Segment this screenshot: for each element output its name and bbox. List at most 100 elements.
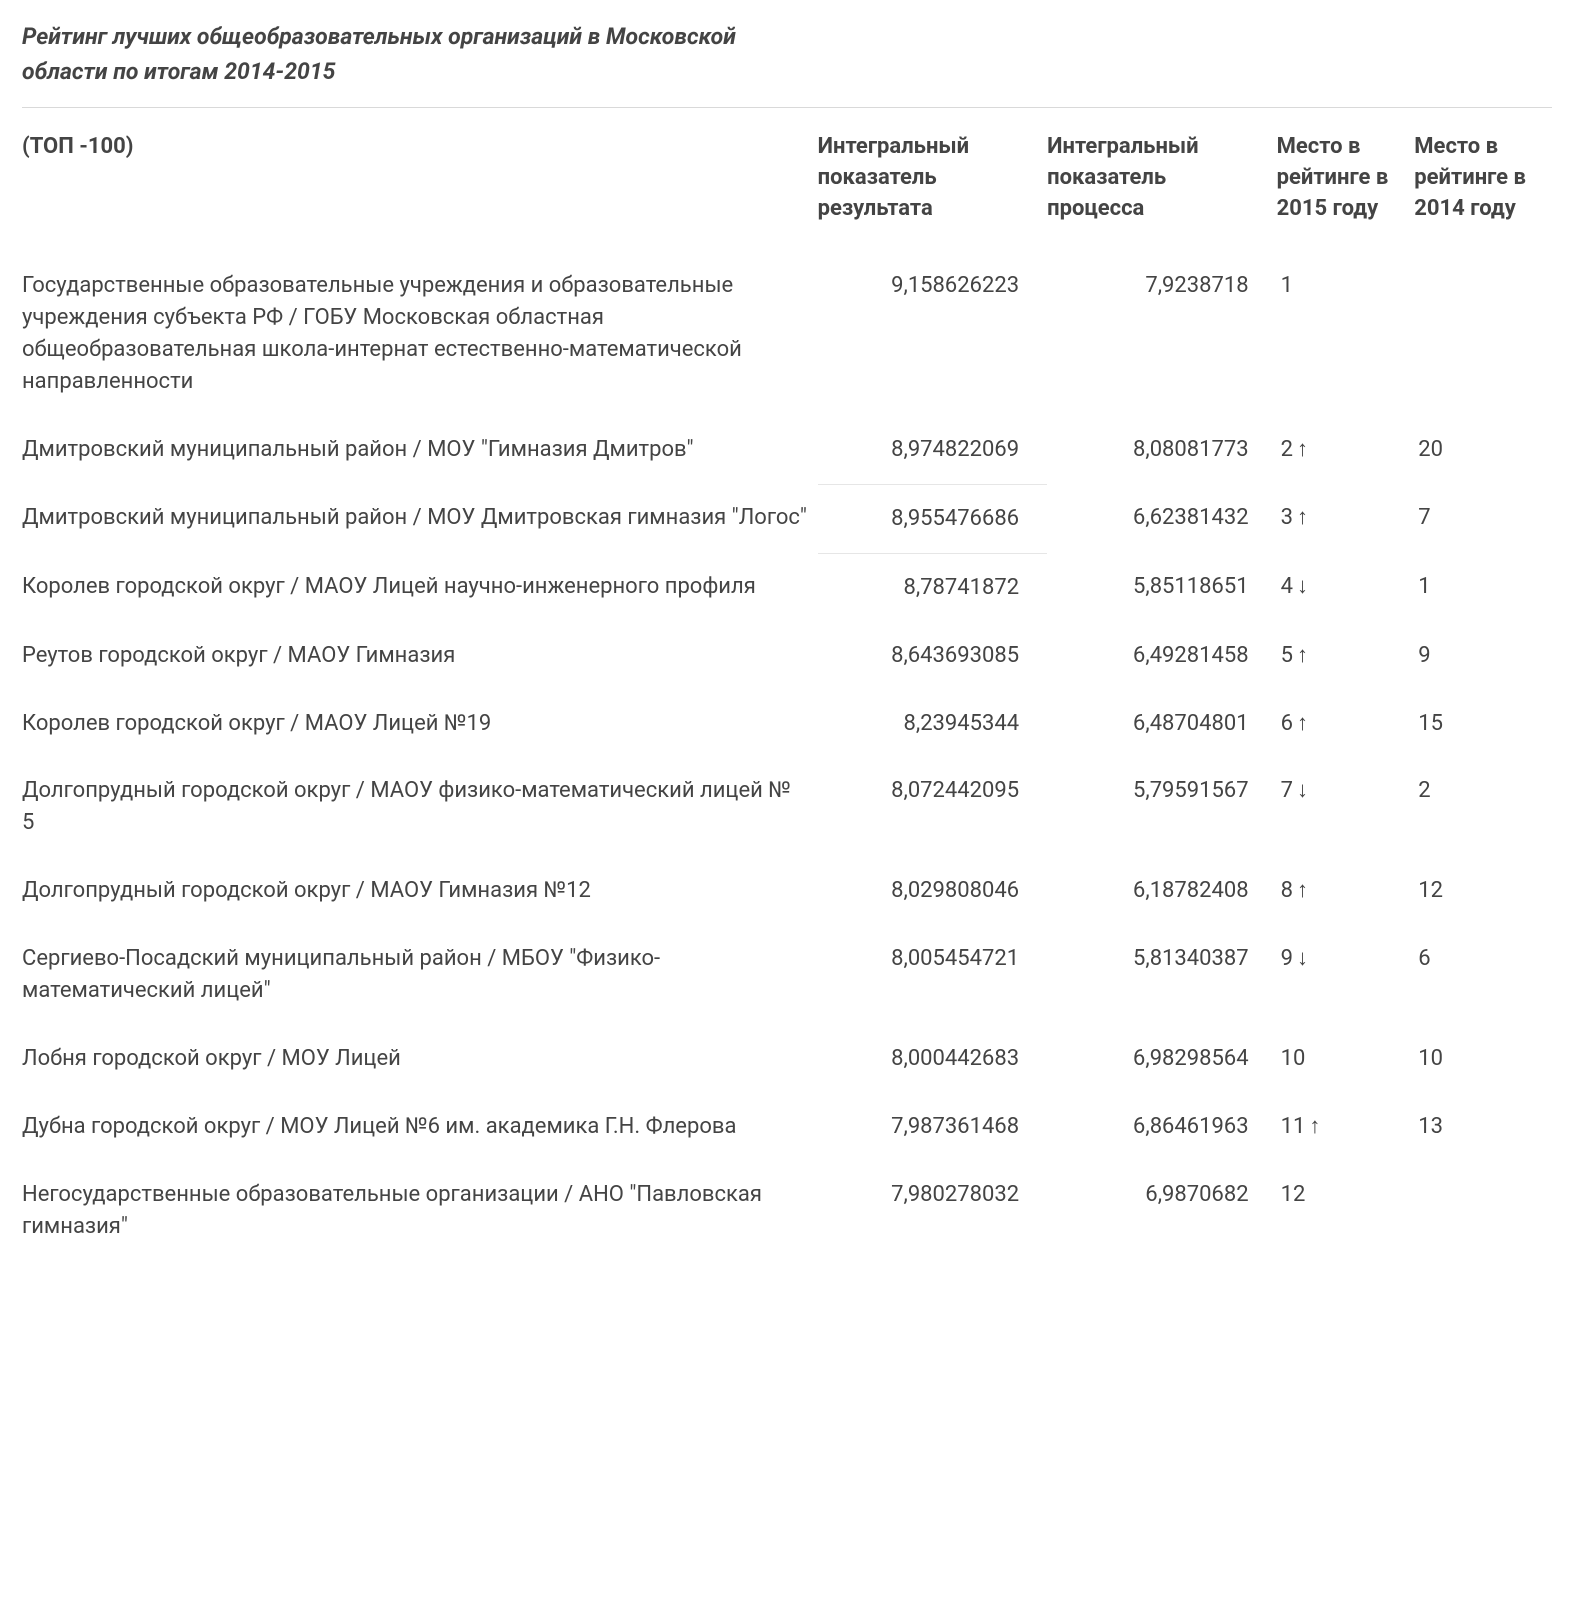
rank-2015-value: 8 [1281,878,1293,903]
cell-indicator-result: 8,005454721 [818,925,1048,1025]
table-row: Королев городской округ / МАОУ Лицей №19… [22,690,1552,758]
cell-indicator-process: 6,49281458 [1047,622,1277,690]
cell-indicator-process: 8,08081773 [1047,416,1277,484]
rank-2015-value: 12 [1281,1182,1306,1207]
cell-indicator-result: 9,158626223 [818,252,1048,416]
cell-name: Негосударственные образовательные органи… [22,1161,818,1261]
rank-2015-value: 2 [1281,437,1293,462]
cell-name: Реутов городской округ / МАОУ Гимназия [22,622,818,690]
cell-name: Долгопрудный городской округ / МАОУ физи… [22,757,818,857]
table-row: Дмитровский муниципальный район / МОУ "Г… [22,416,1552,484]
cell-indicator-process: 6,98298564 [1047,1025,1277,1093]
rank-2015-value: 4 [1281,574,1293,599]
cell-indicator-result: 8,072442095 [818,757,1048,857]
cell-rank-2014: 2 [1414,757,1552,857]
title-divider [22,107,1552,108]
cell-rank-2015: 1 [1277,252,1415,416]
cell-rank-2014: 20 [1414,416,1552,484]
table-row: Дмитровский муниципальный район / МОУ Дм… [22,484,1552,553]
cell-rank-2015: 7↓ [1277,757,1415,857]
col-header-rank-2014: Место в рейтинге в 2014 году [1414,126,1552,252]
arrow-up-icon: ↑ [1309,1111,1320,1143]
page-title: Рейтинг лучших общеобразовательных орган… [22,20,802,89]
rank-2015-value: 11 [1281,1114,1306,1139]
cell-indicator-result: 8,23945344 [818,690,1048,758]
rank-2015-value: 1 [1281,273,1293,298]
table-row: Государственные образовательные учрежден… [22,252,1552,416]
cell-indicator-result: 8,974822069 [818,416,1048,484]
col-header-indicator-result: Интегральный показатель результата [818,126,1048,252]
col-header-rank-2015: Место в рейтинге в 2015 году [1277,126,1415,252]
cell-rank-2014: 13 [1414,1093,1552,1161]
col-header-name: (ТОП -100) [22,126,818,252]
cell-indicator-result: 8,78741872 [818,553,1048,621]
cell-rank-2014 [1414,1161,1552,1261]
cell-indicator-process: 6,86461963 [1047,1093,1277,1161]
ranking-table: (ТОП -100) Интегральный показатель резул… [22,126,1552,1260]
cell-rank-2015: 12 [1277,1161,1415,1261]
cell-rank-2014: 6 [1414,925,1552,1025]
cell-indicator-process: 5,81340387 [1047,925,1277,1025]
cell-rank-2014: 12 [1414,857,1552,925]
cell-indicator-result: 7,987361468 [818,1093,1048,1161]
cell-name: Сергиево-Посадский муниципальный район /… [22,925,818,1025]
table-row: Лобня городской округ / МОУ Лицей8,00044… [22,1025,1552,1093]
table-row: Дубна городской округ / МОУ Лицей №6 им.… [22,1093,1552,1161]
cell-indicator-process: 7,9238718 [1047,252,1277,416]
cell-rank-2014: 10 [1414,1025,1552,1093]
cell-indicator-result: 8,000442683 [818,1025,1048,1093]
cell-rank-2015: 10 [1277,1025,1415,1093]
arrow-down-icon: ↓ [1297,943,1308,975]
cell-indicator-process: 6,48704801 [1047,690,1277,758]
cell-name: Королев городской округ / МАОУ Лицей нау… [22,553,818,621]
cell-name: Лобня городской округ / МОУ Лицей [22,1025,818,1093]
arrow-up-icon: ↑ [1297,502,1308,534]
cell-rank-2014: 1 [1414,553,1552,621]
table-row: Негосударственные образовательные органи… [22,1161,1552,1261]
cell-indicator-result: 8,955476686 [818,484,1048,553]
cell-indicator-process: 5,79591567 [1047,757,1277,857]
rank-2015-value: 10 [1281,1046,1306,1071]
table-row: Долгопрудный городской округ / МАОУ Гимн… [22,857,1552,925]
arrow-up-icon: ↑ [1297,708,1308,740]
table-header-row: (ТОП -100) Интегральный показатель резул… [22,126,1552,252]
cell-rank-2015: 6↑ [1277,690,1415,758]
cell-rank-2014 [1414,252,1552,416]
table-body: Государственные образовательные учрежден… [22,252,1552,1260]
arrow-down-icon: ↓ [1297,775,1308,807]
cell-indicator-process: 6,62381432 [1047,484,1277,553]
cell-rank-2014: 15 [1414,690,1552,758]
cell-rank-2015: 11↑ [1277,1093,1415,1161]
cell-name: Дмитровский муниципальный район / МОУ "Г… [22,416,818,484]
cell-rank-2014: 7 [1414,484,1552,553]
table-row: Сергиево-Посадский муниципальный район /… [22,925,1552,1025]
cell-rank-2015: 3↑ [1277,484,1415,553]
table-row: Долгопрудный городской округ / МАОУ физи… [22,757,1552,857]
rank-2015-value: 3 [1281,505,1293,530]
rank-2015-value: 9 [1281,946,1293,971]
cell-name: Долгопрудный городской округ / МАОУ Гимн… [22,857,818,925]
cell-indicator-process: 6,9870682 [1047,1161,1277,1261]
cell-indicator-result: 8,643693085 [818,622,1048,690]
cell-name: Дмитровский муниципальный район / МОУ Дм… [22,484,818,553]
cell-name: Государственные образовательные учрежден… [22,252,818,416]
cell-rank-2015: 2↑ [1277,416,1415,484]
arrow-up-icon: ↑ [1297,640,1308,672]
arrow-up-icon: ↑ [1297,875,1308,907]
table-row: Королев городской округ / МАОУ Лицей нау… [22,553,1552,621]
cell-name: Королев городской округ / МАОУ Лицей №19 [22,690,818,758]
arrow-up-icon: ↑ [1297,434,1308,466]
cell-rank-2014: 9 [1414,622,1552,690]
cell-rank-2015: 9↓ [1277,925,1415,1025]
cell-indicator-process: 6,18782408 [1047,857,1277,925]
cell-rank-2015: 8↑ [1277,857,1415,925]
table-row: Реутов городской округ / МАОУ Гимназия8,… [22,622,1552,690]
cell-indicator-result: 8,029808046 [818,857,1048,925]
cell-name: Дубна городской округ / МОУ Лицей №6 им.… [22,1093,818,1161]
cell-rank-2015: 5↑ [1277,622,1415,690]
cell-indicator-result: 7,980278032 [818,1161,1048,1261]
rank-2015-value: 6 [1281,711,1293,736]
cell-rank-2015: 4↓ [1277,553,1415,621]
cell-indicator-process: 5,85118651 [1047,553,1277,621]
col-header-indicator-process: Интегральный показатель процесса [1047,126,1277,252]
